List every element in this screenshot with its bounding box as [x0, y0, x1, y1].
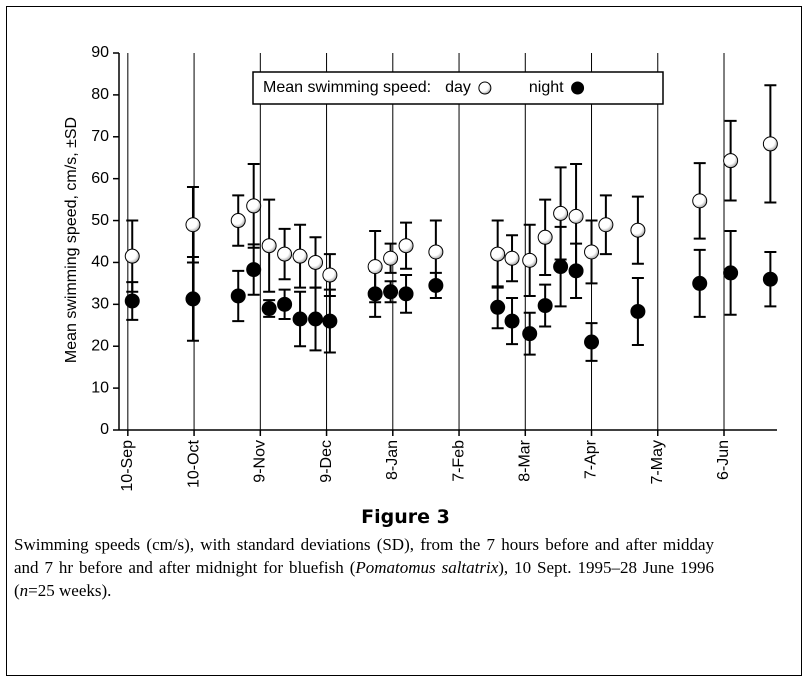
- point: [504, 313, 520, 329]
- point: [504, 250, 520, 266]
- point: [246, 262, 262, 278]
- x-tick-label: 10-Sep: [119, 440, 136, 492]
- legend-title: Mean swimming speed:: [263, 79, 431, 96]
- point: [292, 248, 308, 264]
- y-tick-label: 50: [91, 212, 109, 229]
- caption-text: =25 weeks).: [28, 581, 112, 600]
- point: [308, 254, 324, 270]
- point: [308, 311, 324, 327]
- point: [584, 244, 600, 260]
- point: [692, 193, 708, 209]
- point: [762, 271, 778, 287]
- caption-text: ), 10 Sept. 1995–28 June 1996 (: [14, 558, 714, 600]
- point: [428, 277, 444, 293]
- point: [277, 246, 293, 262]
- y-tick-label: 40: [91, 254, 109, 271]
- point: [762, 136, 778, 152]
- caption-text: Swimming speeds (cm/s), with standard de…: [14, 535, 714, 577]
- point: [185, 217, 201, 233]
- y-axis-label: Mean swimming speed, cm/s, ±SD: [63, 117, 80, 363]
- x-tick-label: 7-Apr: [583, 439, 600, 479]
- point: [383, 284, 399, 300]
- point: [322, 313, 338, 329]
- point: [568, 263, 584, 279]
- point: [367, 259, 383, 275]
- point: [553, 259, 569, 275]
- point: [537, 229, 553, 245]
- caption: Swimming speeds (cm/s), with standard de…: [14, 533, 714, 602]
- y-tick-label: 10: [91, 379, 109, 396]
- point: [598, 217, 614, 233]
- point: [522, 326, 538, 342]
- y-tick-label: 30: [91, 296, 109, 313]
- point: [568, 208, 584, 224]
- point: [537, 298, 553, 314]
- point: [277, 296, 293, 312]
- point: [522, 252, 538, 268]
- figure-frame: [6, 6, 802, 676]
- x-tick-label: 6-Jun: [715, 440, 732, 480]
- point: [553, 205, 569, 221]
- caption-text: n: [19, 581, 29, 600]
- y-tick-label: 90: [91, 44, 109, 61]
- point: [723, 153, 739, 169]
- point: [383, 250, 399, 266]
- y-tick-label: 60: [91, 170, 109, 187]
- figure-label: Figure 3: [361, 506, 450, 528]
- legend-marker: [478, 81, 492, 95]
- point: [630, 303, 646, 319]
- x-tick-label: 7-Feb: [450, 440, 467, 482]
- legend-box: [252, 71, 664, 105]
- legend: Mean swimming speed: day night: [252, 71, 664, 105]
- x-tick-label: 9-Nov: [252, 440, 269, 483]
- point: [292, 311, 308, 327]
- x-tick-label: 10-Oct: [185, 439, 202, 488]
- point: [490, 246, 506, 262]
- point: [692, 275, 708, 291]
- point: [261, 301, 277, 317]
- y-tick-label: 20: [91, 337, 109, 354]
- point: [230, 288, 246, 304]
- point: [230, 213, 246, 229]
- x-tick-label: 9-Dec: [318, 440, 335, 483]
- point: [322, 267, 338, 283]
- point: [630, 222, 646, 238]
- legend-label: night: [529, 79, 564, 96]
- x-tick-label: 7-May: [649, 440, 666, 484]
- point: [261, 238, 277, 254]
- point: [185, 291, 201, 307]
- point: [398, 286, 414, 302]
- point: [428, 244, 444, 260]
- point: [124, 248, 140, 264]
- x-tick-label: 8-Mar: [517, 439, 534, 481]
- legend-marker: [571, 81, 585, 95]
- y-tick-label: 0: [100, 421, 109, 438]
- point: [124, 293, 140, 309]
- x-tick-label: 8-Jan: [384, 440, 401, 480]
- point: [490, 299, 506, 315]
- legend-label: day: [445, 79, 471, 96]
- caption-text: Pomatomus saltatrix: [355, 558, 499, 577]
- point: [398, 238, 414, 254]
- point: [367, 286, 383, 302]
- point: [723, 265, 739, 281]
- point: [246, 198, 262, 214]
- y-tick-label: 80: [91, 86, 109, 103]
- y-tick-label: 70: [91, 128, 109, 145]
- point: [584, 334, 600, 350]
